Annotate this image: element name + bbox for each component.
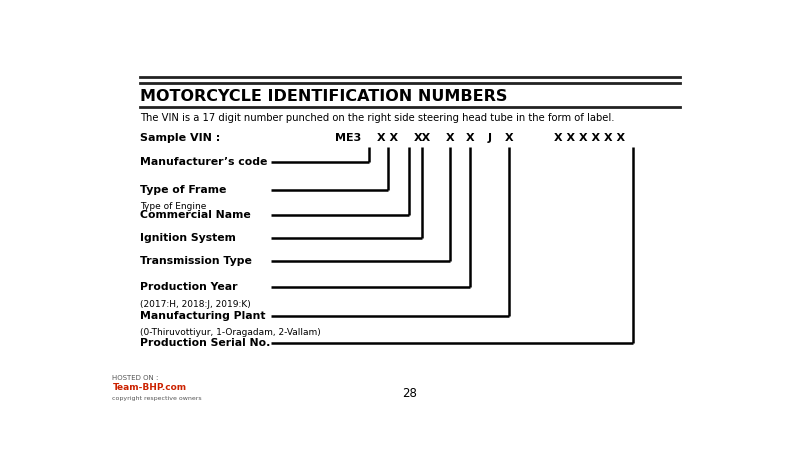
Text: Commercial Name: Commercial Name bbox=[140, 210, 251, 220]
Text: Team-BHP.com: Team-BHP.com bbox=[112, 383, 186, 392]
Text: MOTORCYCLE IDENTIFICATION NUMBERS: MOTORCYCLE IDENTIFICATION NUMBERS bbox=[140, 89, 508, 104]
Text: Ignition System: Ignition System bbox=[140, 232, 236, 243]
Text: X X X X X X: X X X X X X bbox=[554, 133, 626, 143]
Text: Type of Frame: Type of Frame bbox=[140, 185, 226, 195]
Text: HOSTED ON :: HOSTED ON : bbox=[112, 375, 158, 381]
Text: Production Year: Production Year bbox=[140, 282, 238, 292]
Text: (2017:H, 2018:J, 2019:K): (2017:H, 2018:J, 2019:K) bbox=[140, 300, 251, 309]
Text: X: X bbox=[466, 133, 474, 143]
Text: ME3: ME3 bbox=[335, 133, 361, 143]
Text: X: X bbox=[446, 133, 454, 143]
Text: Sample VIN :: Sample VIN : bbox=[140, 133, 221, 143]
Text: copyright respective owners: copyright respective owners bbox=[112, 395, 202, 401]
Text: (0-Thiruvottiyur, 1-Oragadam, 2-Vallam): (0-Thiruvottiyur, 1-Oragadam, 2-Vallam) bbox=[140, 328, 321, 337]
Text: Manufacturing Plant: Manufacturing Plant bbox=[140, 311, 266, 321]
Text: 28: 28 bbox=[402, 387, 418, 400]
Text: Manufacturer’s code: Manufacturer’s code bbox=[140, 157, 268, 167]
Text: X X: X X bbox=[377, 133, 398, 143]
Text: XX: XX bbox=[414, 133, 431, 143]
Text: The VIN is a 17 digit number punched on the right side steering head tube in the: The VIN is a 17 digit number punched on … bbox=[140, 113, 614, 123]
Text: J: J bbox=[487, 133, 491, 143]
Text: X: X bbox=[505, 133, 514, 143]
Text: Production Serial No.: Production Serial No. bbox=[140, 338, 270, 348]
Text: Type of Engine: Type of Engine bbox=[140, 202, 206, 212]
Text: Transmission Type: Transmission Type bbox=[140, 256, 252, 266]
